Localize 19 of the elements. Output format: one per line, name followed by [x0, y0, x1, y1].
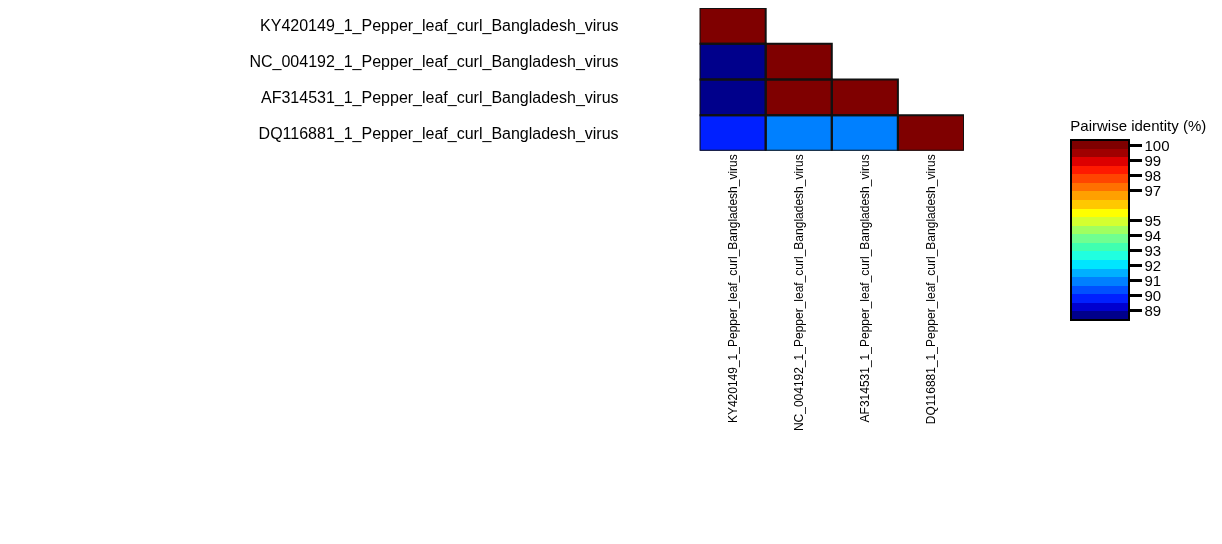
y-tick-label: DQ116881_1_Pepper_leaf_curl_Bangladesh_virus: [258, 124, 619, 143]
color-bar-label: 91: [1144, 272, 1162, 290]
x-tick-label: NC_004192_1_Pepper_leaf_curl_Bangladesh_virus: [791, 154, 806, 432]
color-bar-label: 97: [1144, 182, 1162, 200]
x-tick-label: AF314531_1_Pepper_leaf_curl_Bangladesh_virus: [857, 154, 872, 423]
x-tick-label: DQ116881_1_Pepper_leaf_curl_Bangladesh_virus: [923, 154, 938, 425]
y-tick-label: NC_004192_1_Pepper_leaf_curl_Bangladesh_virus: [249, 53, 619, 72]
y-tick-label: KY420149_1_Pepper_leaf_curl_Bangladesh_virus: [260, 17, 619, 36]
color-bar-label: 98: [1144, 167, 1162, 185]
color-bar-label: 94: [1144, 227, 1162, 245]
color-bar-label: 95: [1144, 212, 1162, 230]
color-bar-label: 100: [1144, 137, 1170, 155]
color-bar-label: 99: [1144, 152, 1162, 170]
y-tick-label: AF314531_1_Pepper_leaf_curl_Bangladesh_virus: [261, 88, 619, 107]
color-bar-label: 90: [1144, 287, 1162, 305]
color-bar-label: 93: [1144, 242, 1162, 260]
color-bar-title: Pairwise identity (%): [1070, 117, 1207, 135]
color-bar-label: 92: [1144, 257, 1162, 275]
color-bar-label: 89: [1144, 302, 1162, 320]
